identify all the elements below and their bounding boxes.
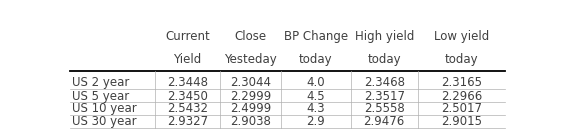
Text: 2.3517: 2.3517 <box>364 90 404 103</box>
Text: today: today <box>367 53 401 66</box>
Text: Yesteday: Yesteday <box>224 53 277 66</box>
Text: 2.9476: 2.9476 <box>364 115 405 128</box>
Text: High yield: High yield <box>355 30 414 43</box>
Text: US 30 year: US 30 year <box>72 115 137 128</box>
Text: US 2 year: US 2 year <box>72 76 130 89</box>
Text: 2.2966: 2.2966 <box>441 90 482 103</box>
Text: 4.5: 4.5 <box>306 90 325 103</box>
Text: 2.3450: 2.3450 <box>167 90 208 103</box>
Text: 2.3448: 2.3448 <box>167 76 208 89</box>
Text: 2.9038: 2.9038 <box>230 115 271 128</box>
Text: 2.2999: 2.2999 <box>230 90 271 103</box>
Text: 2.3468: 2.3468 <box>364 76 404 89</box>
Text: 2.4999: 2.4999 <box>230 102 271 115</box>
Text: US 10 year: US 10 year <box>72 102 137 115</box>
Text: 2.9327: 2.9327 <box>167 115 208 128</box>
Text: Close: Close <box>234 30 266 43</box>
Text: today: today <box>445 53 478 66</box>
Text: 4.0: 4.0 <box>306 76 325 89</box>
Text: 4.3: 4.3 <box>306 102 325 115</box>
Text: Low yield: Low yield <box>434 30 489 43</box>
Text: today: today <box>299 53 333 66</box>
Text: 2.5558: 2.5558 <box>364 102 404 115</box>
Text: 2.9015: 2.9015 <box>441 115 482 128</box>
Text: 2.3044: 2.3044 <box>230 76 271 89</box>
Text: Yield: Yield <box>173 53 201 66</box>
Text: US 5 year: US 5 year <box>72 90 130 103</box>
Text: 2.5432: 2.5432 <box>167 102 208 115</box>
Text: 2.5017: 2.5017 <box>441 102 482 115</box>
Text: Current: Current <box>165 30 210 43</box>
Text: 2.3165: 2.3165 <box>441 76 482 89</box>
Text: 2.9: 2.9 <box>306 115 325 128</box>
Text: BP Change: BP Change <box>284 30 348 43</box>
